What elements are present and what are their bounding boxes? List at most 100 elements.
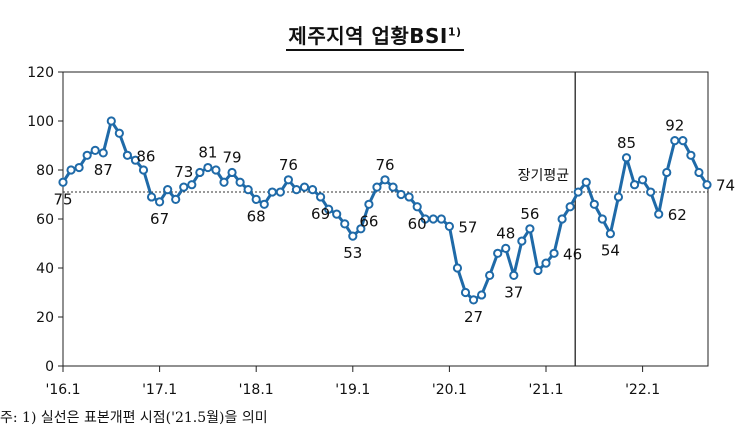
data-point	[436, 214, 446, 224]
data-point	[307, 185, 318, 195]
data-point	[130, 155, 141, 165]
data-point	[195, 167, 205, 178]
long-run-average-label: 장기평균	[518, 168, 570, 184]
x-tick-label: '20.1	[432, 382, 467, 398]
data-point	[146, 192, 157, 202]
x-tick-label: '17.1	[142, 382, 177, 398]
data-point	[283, 175, 293, 185]
data-point	[316, 192, 326, 202]
footnote: 주: 1) 실선은 표본개편 시점('21.5월)을 의미	[0, 410, 268, 426]
data-point	[227, 167, 237, 178]
data-point	[541, 258, 551, 268]
y-tick-label: 120	[27, 65, 54, 81]
data-point	[686, 150, 696, 160]
data-point	[58, 177, 68, 187]
data-point	[638, 175, 648, 185]
data-point	[646, 187, 656, 197]
data-label: 81	[198, 144, 217, 162]
data-point	[557, 214, 567, 224]
data-point	[654, 209, 664, 219]
data-label: 62	[668, 206, 687, 224]
data-point	[114, 128, 124, 138]
data-point	[662, 167, 672, 178]
data-point	[203, 162, 213, 173]
x-tick-label: '16.1	[45, 382, 80, 398]
y-tick-label: 40	[36, 261, 54, 277]
y-tick-label: 20	[36, 310, 54, 326]
y-tick-label: 80	[36, 163, 54, 179]
data-point	[219, 177, 229, 187]
data-point	[98, 148, 108, 158]
data-point	[517, 236, 527, 246]
data-point	[340, 219, 350, 229]
y-tick-label: 0	[45, 359, 54, 375]
data-label: 48	[496, 224, 515, 242]
data-point	[493, 248, 503, 258]
data-point	[259, 199, 269, 209]
data-point	[549, 248, 559, 258]
data-point	[324, 204, 334, 214]
data-point	[525, 224, 535, 234]
data-label: 60	[408, 215, 427, 233]
data-point	[267, 187, 277, 197]
data-point	[589, 199, 599, 209]
data-point	[581, 177, 591, 187]
data-label: 37	[504, 283, 523, 301]
chart-title-text: 제주지역 업황BSI	[288, 24, 448, 48]
data-point	[372, 182, 382, 192]
data-label: 87	[94, 161, 113, 179]
data-point	[404, 192, 414, 202]
x-tick-label: '22.1	[625, 382, 660, 398]
data-point	[332, 209, 342, 219]
reference-line-group: 장기평균	[63, 168, 708, 193]
data-point	[299, 182, 310, 192]
data-label: 69	[311, 205, 330, 223]
data-point	[163, 185, 173, 195]
data-label: 57	[458, 218, 477, 236]
data-point	[179, 182, 189, 192]
x-tick-label: '18.1	[239, 382, 274, 398]
data-point	[670, 136, 680, 146]
data-label: 53	[343, 244, 362, 262]
data-point	[460, 287, 471, 298]
data-point	[565, 202, 575, 212]
data-label: 85	[617, 134, 636, 152]
y-tick-label: 60	[36, 212, 54, 228]
data-point	[364, 199, 374, 209]
data-point	[509, 270, 519, 280]
data-label: 54	[601, 242, 620, 260]
data-label: 27	[464, 308, 483, 326]
data-point	[501, 243, 511, 253]
data-point	[452, 263, 463, 273]
data-point	[388, 182, 398, 192]
data-point	[613, 192, 624, 202]
data-point	[412, 202, 422, 212]
data-point	[621, 153, 632, 163]
data-point	[138, 165, 149, 175]
data-label: 68	[247, 207, 266, 225]
data-label: 86	[136, 147, 155, 165]
data-point	[444, 221, 454, 231]
data-point	[573, 187, 583, 197]
chart-axes: 0 20 40 60 80 100 120 '16.1 '17.1 '18.1 '19.1 '20.1…	[27, 65, 709, 398]
data-label: 46	[563, 245, 582, 263]
y-tick-label: 100	[27, 114, 54, 130]
x-tick-label: '21.1	[528, 382, 563, 398]
x-tick-label: '19.1	[335, 382, 370, 398]
chart-title-wrap: 제주지역 업황BSI1)	[0, 20, 750, 51]
data-point	[243, 185, 253, 195]
data-point	[122, 150, 133, 160]
data-point	[211, 165, 221, 175]
data-point	[629, 180, 640, 190]
data-point	[155, 197, 165, 207]
data-label: 92	[665, 117, 684, 135]
data-point	[485, 270, 495, 280]
data-point	[468, 295, 479, 305]
data-point	[605, 229, 616, 239]
data-label: 66	[359, 212, 378, 230]
data-point	[171, 194, 181, 204]
data-label: 56	[520, 205, 539, 223]
data-label: 73	[174, 163, 193, 181]
data-point	[74, 162, 84, 173]
